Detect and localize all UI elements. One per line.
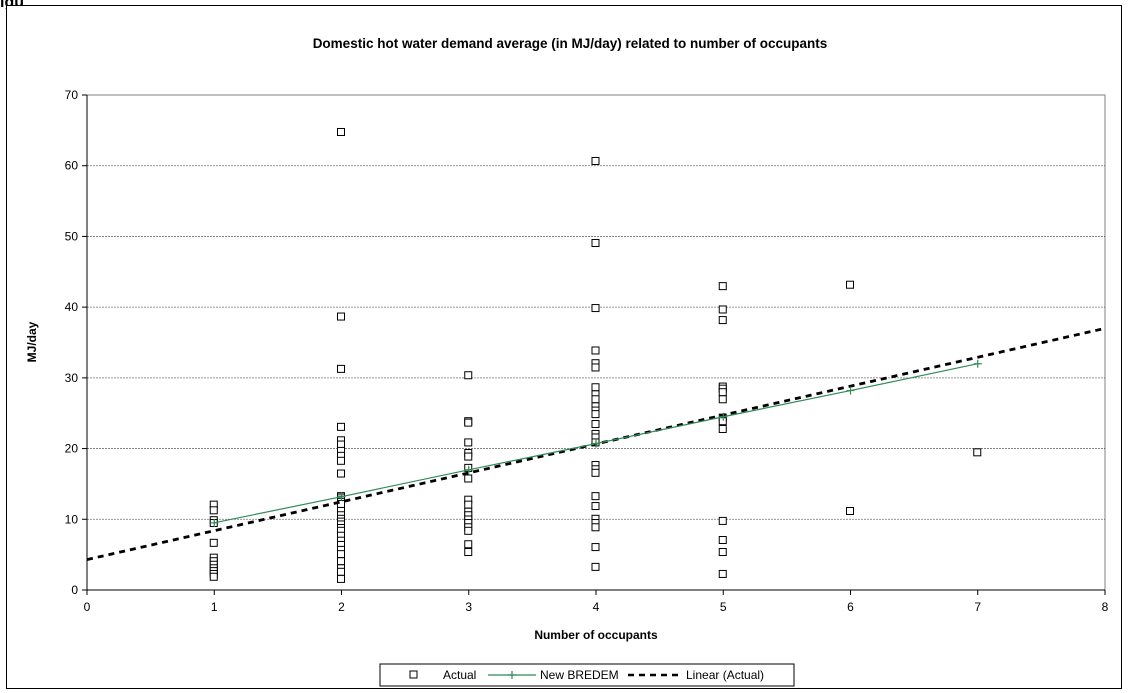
bredem-point-6	[973, 359, 982, 368]
x-axis-label: Number of occupants	[534, 628, 658, 642]
actual-point-43	[464, 371, 473, 380]
actual-point-102	[846, 507, 854, 516]
actual-point-12	[337, 127, 345, 136]
actual-point-46	[464, 438, 473, 447]
legend: Actual New BREDEM Linear (Actual)	[379, 663, 795, 687]
actual-point-80	[591, 492, 600, 501]
actual-point-93	[718, 395, 727, 404]
bredem-point-0	[210, 518, 219, 527]
actual-point-14	[337, 364, 345, 373]
x-tick-label-2: 2	[338, 600, 345, 614]
actual-point-69	[591, 395, 600, 404]
actual-point-73	[591, 420, 600, 429]
actual-point-96	[718, 424, 727, 433]
actual-point-59	[464, 540, 473, 549]
actual-point-67	[591, 383, 600, 392]
actual-point-97	[718, 516, 727, 525]
actual-point-100	[718, 569, 727, 578]
actual-point-66	[591, 363, 600, 372]
actual-point-48	[464, 452, 473, 461]
actual-point-79	[591, 468, 600, 477]
y-tick-label-30: 30	[65, 371, 79, 385]
actual-point-58	[464, 526, 473, 535]
axes: 0 10 20 30 40 50 60 70 0 1 2 3 4 5 6 7 8	[65, 88, 1109, 614]
actual-point-64	[591, 346, 600, 355]
actual-point-81	[591, 502, 600, 511]
legend-box	[379, 663, 795, 687]
legend-bredem-label: New BREDEM	[540, 668, 619, 682]
legend-linear-label: Linear (Actual)	[686, 668, 764, 682]
bredem-point-2	[464, 465, 473, 474]
y-tick-label-10: 10	[65, 512, 79, 526]
x-tick-label-0: 0	[84, 600, 91, 614]
actual-point-42	[337, 574, 345, 583]
y-tick-label-40: 40	[65, 300, 79, 314]
actual-point-103	[973, 448, 982, 457]
bredem-point-5	[846, 386, 855, 395]
actual-point-85	[591, 543, 600, 552]
actual-point-38	[337, 550, 345, 559]
actual-point-45	[464, 418, 473, 427]
x-tick-label-3: 3	[465, 600, 472, 614]
x-tick-label-8: 8	[1102, 600, 1109, 614]
actual-point-61	[591, 156, 600, 165]
y-tick-label-50: 50	[65, 229, 79, 243]
actual-point-72	[591, 410, 600, 419]
y-tick-label-0: 0	[71, 583, 78, 597]
actual-point-13	[337, 312, 345, 321]
actual-point-11	[209, 572, 218, 581]
x-tick-label-5: 5	[720, 600, 727, 614]
actual-point-21	[337, 469, 345, 478]
x-tick-label-6: 6	[847, 600, 854, 614]
actual-point-101	[846, 280, 854, 289]
chart-title: Domestic hot water demand average (in MJ…	[313, 36, 828, 51]
actual-point-98	[718, 536, 727, 544]
y-tick-label-60: 60	[65, 159, 79, 173]
legend-actual-label: Actual	[443, 668, 476, 682]
actual-point-88	[718, 305, 727, 314]
x-tick-label-4: 4	[593, 600, 600, 614]
actual-point-87	[718, 282, 727, 291]
bredem-point-3	[592, 439, 600, 448]
bredem-point-4	[719, 412, 728, 421]
actual-point-60	[464, 548, 473, 557]
x-tick-label-7: 7	[974, 600, 981, 614]
actual-point-89	[718, 316, 727, 325]
actual-point-15	[337, 422, 345, 431]
actual-point-52	[464, 500, 473, 509]
actual-point-50	[464, 474, 473, 483]
y-tick-label-70: 70	[65, 88, 79, 102]
actual-point-99	[718, 548, 727, 557]
actual-point-39	[337, 557, 345, 566]
actual-point-4	[209, 538, 218, 547]
x-tick-label-1: 1	[211, 600, 218, 614]
actual-point-86	[591, 562, 600, 571]
y-tick-label-20: 20	[65, 442, 79, 456]
actual-point-63	[591, 304, 600, 313]
legend-actual-marker	[409, 670, 418, 679]
bredem-point-1	[337, 492, 346, 501]
actual-point-20	[337, 456, 345, 465]
y-axis-label: MJ/day	[25, 321, 39, 362]
actual-point-84	[591, 523, 600, 532]
actual-point-62	[591, 239, 600, 247]
legend-bredem-marker	[508, 671, 516, 679]
actual-point-41	[337, 567, 345, 576]
series-layer	[86, 127, 1106, 583]
actual-point-92	[718, 388, 727, 397]
actual-point-1	[209, 506, 218, 515]
